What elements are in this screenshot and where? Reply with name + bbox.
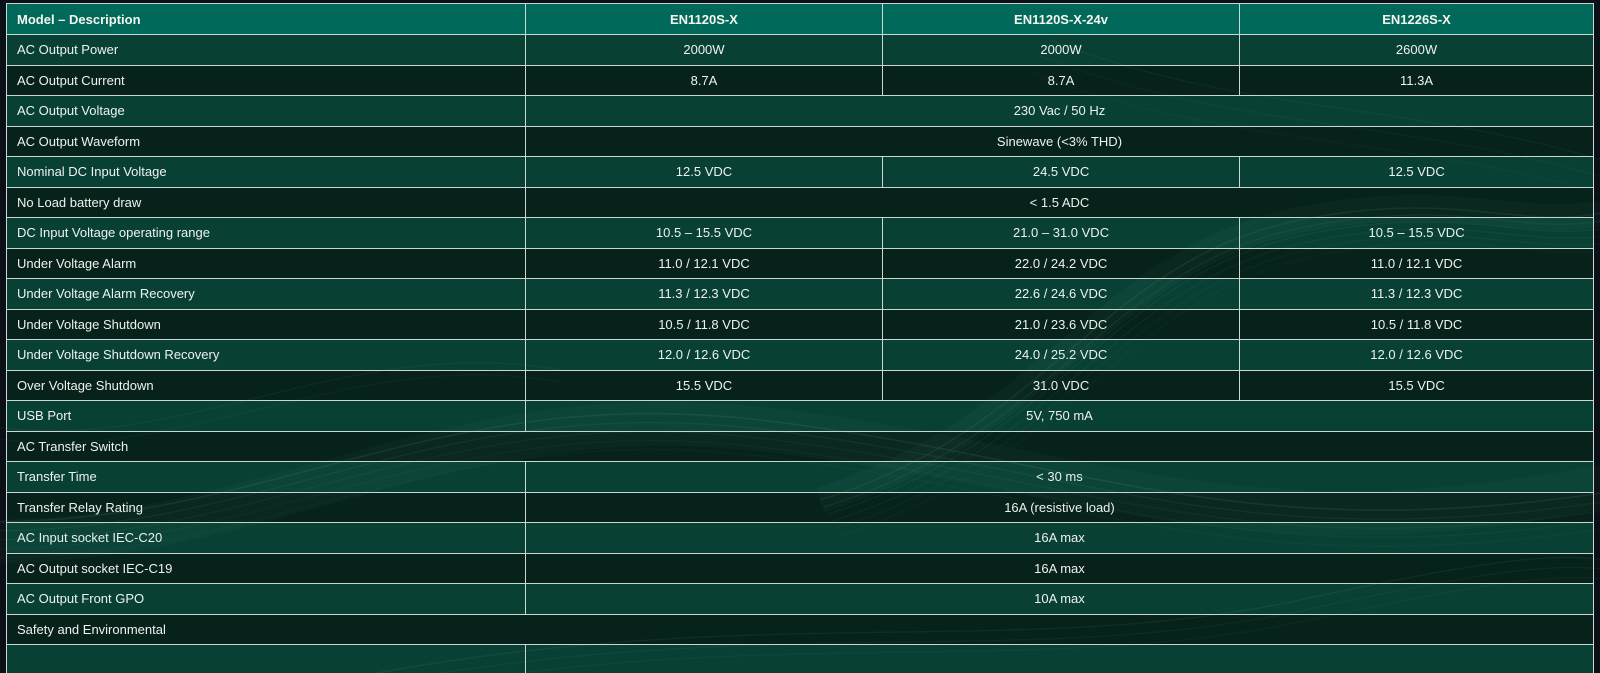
column-header-model-description: Model – Description [6, 3, 526, 35]
table-row: Over Voltage Shutdown 15.5 VDC 31.0 VDC … [6, 369, 1594, 401]
spec-value-merged [524, 644, 1595, 673]
table-row: Under Voltage Alarm 11.0 / 12.1 VDC 22.0… [6, 247, 1594, 279]
spec-value: 24.5 VDC [881, 156, 1241, 188]
spec-value: 8.7A [524, 64, 884, 96]
spec-value: 10.5 – 15.5 VDC [1239, 217, 1594, 249]
table-row: Transfer Time < 30 ms [6, 461, 1595, 493]
spec-value-merged: 16A max [524, 522, 1595, 554]
specification-table: Model – Description EN1120S-X EN1120S-X-… [6, 3, 1595, 673]
spec-label: AC Output Current [6, 64, 526, 96]
spec-value-merged: < 1.5 ADC [524, 186, 1595, 218]
spec-value: 12.5 VDC [1239, 156, 1594, 188]
table-header-row: Model – Description EN1120S-X EN1120S-X-… [6, 3, 1594, 35]
specification-table-frame: Model – Description EN1120S-X EN1120S-X-… [6, 3, 1595, 673]
spec-value-merged: 5V, 750 mA [524, 400, 1595, 432]
table-row: Nominal DC Input Voltage 12.5 VDC 24.5 V… [6, 156, 1594, 188]
spec-value: 10.5 / 11.8 VDC [524, 308, 884, 340]
table-row: AC Output Current 8.7A 8.7A 11.3A [6, 64, 1594, 96]
section-header-ac-transfer-switch: AC Transfer Switch [6, 430, 1594, 462]
spec-label: Over Voltage Shutdown [6, 369, 526, 401]
spec-value: 12.0 / 12.6 VDC [1239, 339, 1594, 371]
spec-value: 12.0 / 12.6 VDC [524, 339, 884, 371]
table-row: DC Input Voltage operating range 10.5 – … [6, 217, 1594, 249]
spec-value: 11.3A [1239, 64, 1594, 96]
spec-label: Transfer Time [6, 461, 526, 493]
spec-label [6, 644, 526, 673]
spec-label: USB Port [6, 400, 526, 432]
spec-value: 15.5 VDC [1239, 369, 1594, 401]
spec-label: Under Voltage Shutdown [6, 308, 526, 340]
spec-label: Under Voltage Alarm Recovery [6, 278, 526, 310]
spec-value: 31.0 VDC [881, 369, 1241, 401]
table-row: USB Port 5V, 750 mA [6, 400, 1595, 432]
partial-bottom-row [6, 644, 1595, 673]
spec-value: 11.0 / 12.1 VDC [1239, 247, 1594, 279]
spec-value: 11.3 / 12.3 VDC [1239, 278, 1594, 310]
spec-value-merged: 16A (resistive load) [524, 491, 1595, 523]
spec-value: 21.0 / 23.6 VDC [881, 308, 1241, 340]
table-row: No Load battery draw < 1.5 ADC [6, 186, 1595, 218]
table-row: Under Voltage Alarm Recovery 11.3 / 12.3… [6, 278, 1594, 310]
spec-label: Transfer Relay Rating [6, 491, 526, 523]
spec-value: 2000W [524, 34, 884, 66]
spec-value-merged: 16A max [524, 552, 1595, 584]
table-section-row: AC Transfer Switch [6, 430, 1594, 462]
spec-value: 21.0 – 31.0 VDC [881, 217, 1241, 249]
spec-label: AC Output Front GPO [6, 583, 526, 615]
spec-value-merged: < 30 ms [524, 461, 1595, 493]
table-row: Under Voltage Shutdown Recovery 12.0 / 1… [6, 339, 1594, 371]
spec-value-merged: 10A max [524, 583, 1595, 615]
spec-value: 10.5 – 15.5 VDC [524, 217, 884, 249]
spec-label: Under Voltage Shutdown Recovery [6, 339, 526, 371]
table-row: AC Output Front GPO 10A max [6, 583, 1595, 615]
table-row: Under Voltage Shutdown 10.5 / 11.8 VDC 2… [6, 308, 1594, 340]
spec-label: AC Output Power [6, 34, 526, 66]
table-row: AC Input socket IEC-C20 16A max [6, 522, 1595, 554]
table-section-row: Safety and Environmental [6, 613, 1594, 645]
spec-value: 2000W [881, 34, 1241, 66]
spec-value: 10.5 / 11.8 VDC [1239, 308, 1594, 340]
spec-value: 11.0 / 12.1 VDC [524, 247, 884, 279]
spec-value-merged: Sinewave (<3% THD) [524, 125, 1595, 157]
section-header-safety-environmental: Safety and Environmental [6, 613, 1594, 645]
spec-label: AC Output Waveform [6, 125, 526, 157]
spec-value: 24.0 / 25.2 VDC [881, 339, 1241, 371]
table-row: AC Output Power 2000W 2000W 2600W [6, 34, 1594, 66]
spec-value-merged: 230 Vac / 50 Hz [524, 95, 1595, 127]
table-row: Transfer Relay Rating 16A (resistive loa… [6, 491, 1595, 523]
spec-value: 22.6 / 24.6 VDC [881, 278, 1241, 310]
spec-value: 8.7A [881, 64, 1241, 96]
spec-label: AC Output Voltage [6, 95, 526, 127]
spec-value: 11.3 / 12.3 VDC [524, 278, 884, 310]
spec-label: DC Input Voltage operating range [6, 217, 526, 249]
column-header-en1120s-x: EN1120S-X [524, 3, 884, 35]
spec-label: Nominal DC Input Voltage [6, 156, 526, 188]
table-row: AC Output socket IEC-C19 16A max [6, 552, 1595, 584]
spec-value: 2600W [1239, 34, 1594, 66]
spec-value: 22.0 / 24.2 VDC [881, 247, 1241, 279]
spec-value: 15.5 VDC [524, 369, 884, 401]
column-header-en1120s-x-24v: EN1120S-X-24v [881, 3, 1241, 35]
spec-label: No Load battery draw [6, 186, 526, 218]
table-row: AC Output Waveform Sinewave (<3% THD) [6, 125, 1595, 157]
spec-value: 12.5 VDC [524, 156, 884, 188]
spec-label: Under Voltage Alarm [6, 247, 526, 279]
spec-label: AC Output socket IEC-C19 [6, 552, 526, 584]
spec-label: AC Input socket IEC-C20 [6, 522, 526, 554]
table-row: AC Output Voltage 230 Vac / 50 Hz [6, 95, 1595, 127]
column-header-en1226s-x: EN1226S-X [1239, 3, 1594, 35]
